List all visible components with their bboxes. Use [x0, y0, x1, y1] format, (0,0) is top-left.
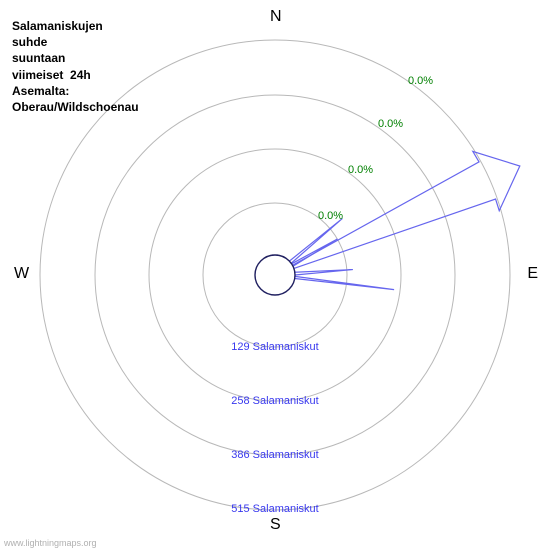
axis-west: W	[14, 265, 29, 283]
pct-label-ring3: 0.0%	[378, 118, 403, 130]
ring-label-4: 515 Salamaniskut	[231, 503, 318, 515]
axis-south: S	[270, 516, 281, 534]
chart-container: Salamaniskujen suhde suuntaan viimeiset …	[0, 0, 550, 550]
footer-attribution: www.lightningmaps.org	[4, 538, 97, 548]
ring-label-2: 258 Salamaniskut	[231, 395, 318, 407]
axis-north: N	[270, 8, 282, 26]
pct-label-ring1: 0.0%	[318, 210, 343, 222]
ring-label-3: 386 Salamaniskut	[231, 449, 318, 461]
pct-label-ring4: 0.0%	[408, 75, 433, 87]
pct-label-ring2: 0.0%	[348, 164, 373, 176]
chart-title: Salamaniskujen suhde suuntaan viimeiset …	[12, 18, 139, 115]
ring-label-1: 129 Salamaniskut	[231, 341, 318, 353]
axis-east: E	[527, 265, 538, 283]
